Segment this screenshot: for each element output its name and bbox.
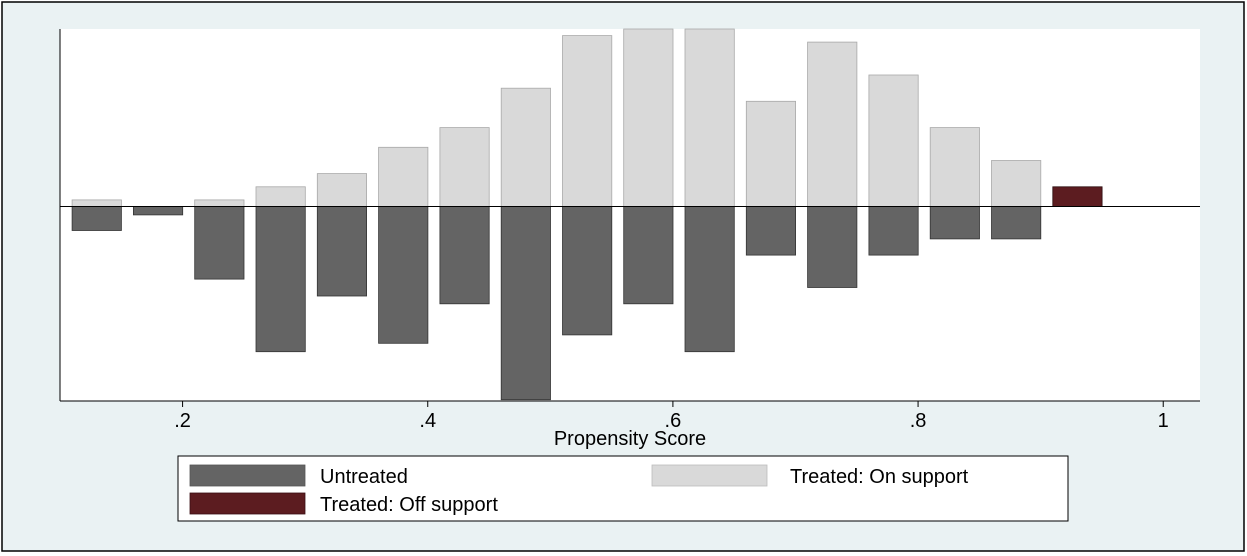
bar-untreated-4 xyxy=(316,206,367,297)
legend-label-untreated: Untreated xyxy=(320,466,408,488)
bar-untreated-12 xyxy=(807,206,858,288)
bar-treated-on-support-14 xyxy=(929,127,980,207)
x-tick-label-0: .2 xyxy=(174,410,191,432)
x-tick-label-4: 1 xyxy=(1158,410,1169,432)
bar-treated-on-support-11 xyxy=(745,100,796,207)
legend: Untreated Treated: On support Treated: O… xyxy=(177,455,1069,522)
x-tick-label-3: .8 xyxy=(910,410,927,432)
bar-treated-on-support-8 xyxy=(562,35,613,207)
bar-untreated-2 xyxy=(194,206,245,280)
bar-treated-on-support-4 xyxy=(316,173,367,207)
bar-treated-on-support-13 xyxy=(868,74,919,207)
bar-treated-off-support-0 xyxy=(1052,186,1103,207)
bar-untreated-14 xyxy=(929,206,980,240)
bar-untreated-5 xyxy=(378,206,429,344)
legend-swatch-treated-on-support xyxy=(651,464,768,487)
x-axis-label: Propensity Score xyxy=(554,428,706,450)
bar-untreated-1 xyxy=(132,206,184,216)
bar-treated-on-support-6 xyxy=(439,127,490,207)
bar-treated-on-support-15 xyxy=(991,160,1042,207)
legend-label-treated-off-support: Treated: Off support xyxy=(320,494,498,516)
bar-treated-on-support-9 xyxy=(623,28,674,207)
x-tick-label-1: .4 xyxy=(419,410,436,432)
bar-treated-on-support-0 xyxy=(71,199,122,207)
bar-untreated-8 xyxy=(562,206,613,336)
bar-untreated-10 xyxy=(684,206,735,353)
bar-untreated-11 xyxy=(745,206,796,256)
legend-swatch-treated-off-support xyxy=(189,492,306,515)
legend-swatch-untreated xyxy=(189,464,306,487)
bar-untreated-9 xyxy=(623,206,674,305)
bar-untreated-13 xyxy=(868,206,919,256)
bar-untreated-0 xyxy=(71,206,122,231)
bar-treated-on-support-5 xyxy=(378,146,429,207)
x-tick-label-2: .6 xyxy=(665,410,682,432)
bar-treated-on-support-3 xyxy=(255,186,306,207)
x-axis-ticks: .2 .4 .6 .8 1 xyxy=(174,401,1169,432)
bar-treated-on-support-10 xyxy=(684,28,735,207)
bar-untreated-7 xyxy=(500,206,551,401)
bar-treated-on-support-12 xyxy=(807,41,858,207)
bars-layer xyxy=(71,28,1103,401)
bar-untreated-3 xyxy=(255,206,306,353)
legend-label-treated-on-support: Treated: On support xyxy=(790,466,969,488)
bar-treated-on-support-7 xyxy=(500,87,551,207)
bar-untreated-6 xyxy=(439,206,490,305)
legend-box xyxy=(177,455,1069,522)
bar-untreated-15 xyxy=(991,206,1042,240)
bar-treated-on-support-2 xyxy=(194,199,245,207)
